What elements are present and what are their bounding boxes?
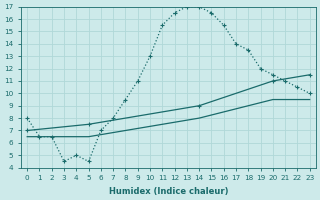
X-axis label: Humidex (Indice chaleur): Humidex (Indice chaleur) <box>109 187 228 196</box>
